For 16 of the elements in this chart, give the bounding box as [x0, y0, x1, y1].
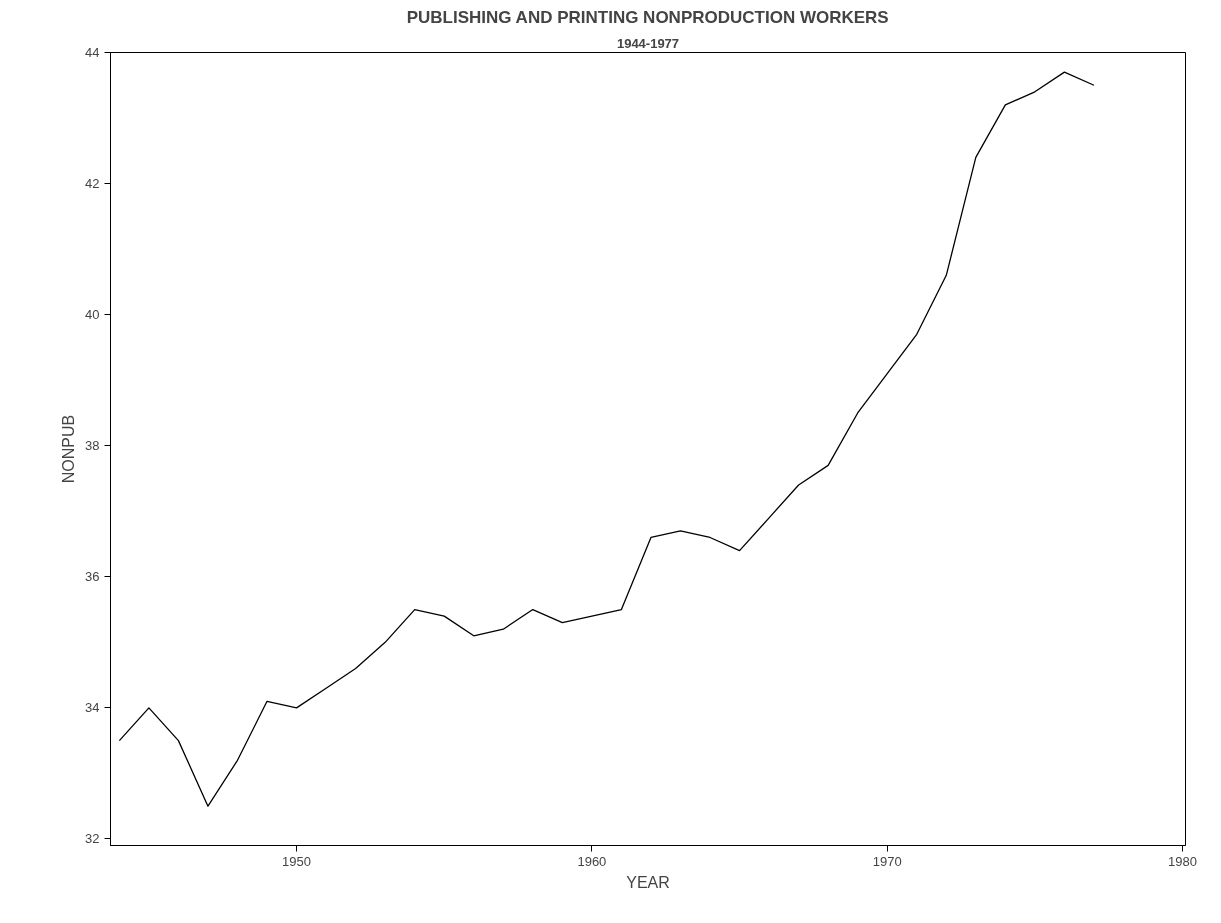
- x-tick-label: 1960: [577, 853, 607, 869]
- line-series: [118, 71, 1095, 807]
- y-tick-label: 32: [85, 831, 100, 847]
- chart-title: PUBLISHING AND PRINTING NONPRODUCTION WORKERS: [406, 7, 889, 27]
- x-tick-label: 1970: [872, 853, 902, 869]
- y-tick-label: 34: [85, 700, 100, 716]
- x-tick-label: 1980: [1168, 853, 1198, 869]
- chart-subtitle: 1944-1977: [616, 35, 680, 51]
- x-tick-label: 1950: [282, 853, 312, 869]
- y-tick-label: 44: [85, 45, 100, 60]
- x-axis-title: YEAR: [626, 873, 670, 891]
- y-tick-label: 36: [85, 569, 100, 585]
- y-tick-label: 42: [85, 176, 100, 192]
- y-tick-label: 38: [85, 438, 100, 454]
- y-tick-label: 40: [85, 307, 100, 323]
- y-axis-title: NONPUB: [60, 414, 78, 484]
